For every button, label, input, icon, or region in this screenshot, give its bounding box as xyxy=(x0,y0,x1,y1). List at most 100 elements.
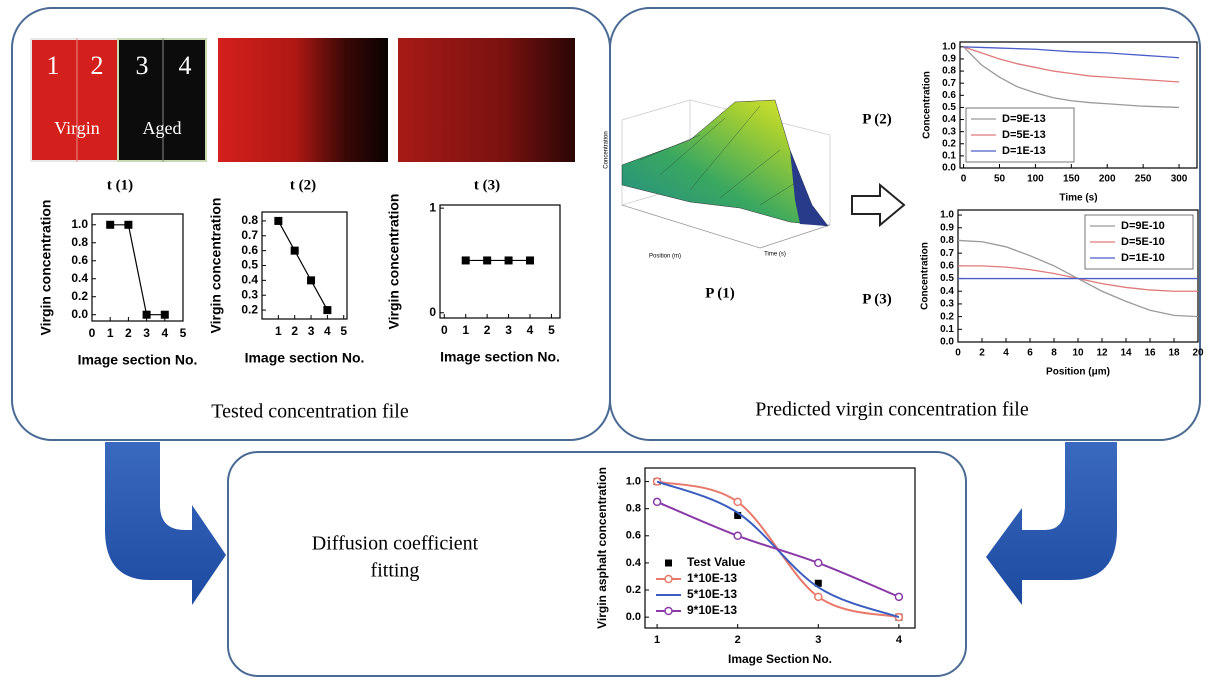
marker xyxy=(814,592,823,602)
marker xyxy=(652,497,662,507)
time-label: t (2) xyxy=(290,177,316,193)
x-axis-label: Image section No. xyxy=(440,349,560,365)
data-line xyxy=(963,46,1180,109)
y-tick-label: 0.0 xyxy=(626,611,641,623)
plot-frame xyxy=(439,204,561,319)
marker xyxy=(290,246,299,255)
region-label: Aged xyxy=(143,118,182,138)
x-tick-label: 14 xyxy=(1120,348,1132,359)
marker xyxy=(142,310,151,319)
y-tick-label: 0.4 xyxy=(626,557,642,569)
data-line xyxy=(963,46,1180,59)
y-axis-label: Virgin concentration xyxy=(38,200,54,336)
surface-axis-label: Position (m) xyxy=(649,254,681,260)
image-t3 xyxy=(398,38,575,162)
legend-label: D=5E-10 xyxy=(1121,236,1165,248)
marker xyxy=(106,220,115,229)
y-tick-label: 1.0 xyxy=(942,41,956,52)
y-tick-label: 0.1 xyxy=(942,151,956,162)
data-line xyxy=(110,224,165,316)
y-tick-label: 0.2 xyxy=(940,311,954,322)
data-line xyxy=(656,500,900,598)
plot-label: P (1) xyxy=(705,285,735,301)
legend-marker xyxy=(665,559,672,567)
y-tick-label: 0.4 xyxy=(241,273,258,287)
y-tick-label: 0.0 xyxy=(942,163,956,174)
legend-label: D=9E-13 xyxy=(1002,113,1046,125)
y-tick-label: 0.6 xyxy=(626,530,641,542)
y-tick-label: 0.9 xyxy=(940,222,954,233)
marker xyxy=(894,592,904,602)
x-tick-label: 2 xyxy=(735,634,741,646)
y-axis-label: Concentration xyxy=(920,242,931,310)
x-tick-label: 1 xyxy=(275,324,282,338)
y-tick-label: 0.6 xyxy=(241,243,258,257)
data-line xyxy=(277,220,328,311)
region-label: Virgin xyxy=(54,118,100,138)
legend-label: 5*10E-13 xyxy=(687,587,737,601)
caption: Predicted virgin concentration file xyxy=(755,399,1029,421)
y-axis-label: Virgin concentration xyxy=(386,194,402,330)
x-tick-label: 2 xyxy=(484,323,491,337)
image-t2 xyxy=(218,38,388,162)
legend-label: D=9E-10 xyxy=(1121,220,1165,232)
y-tick-label: 0.7 xyxy=(942,78,956,89)
y-tick-label: 0.0 xyxy=(71,307,88,321)
x-axis-label: Image section No. xyxy=(245,350,365,366)
marker xyxy=(274,216,283,225)
section-label: 3 xyxy=(136,51,149,80)
y-tick-label: 0.5 xyxy=(241,258,258,272)
panel-fitting xyxy=(227,451,967,677)
marker xyxy=(160,310,169,319)
x-tick-label: 300 xyxy=(1171,174,1188,185)
x-tick-label: 2 xyxy=(125,326,132,340)
x-tick-label: 8 xyxy=(1051,348,1057,359)
marker xyxy=(734,511,742,519)
x-tick-label: 50 xyxy=(994,174,1006,185)
y-tick-label: 0.8 xyxy=(241,213,258,227)
x-tick-label: 4 xyxy=(161,326,168,340)
data-line xyxy=(963,46,1180,83)
marker xyxy=(323,306,332,315)
y-axis-label: Virgin asphalt concentration xyxy=(595,467,609,629)
y-tick-label: 1.0 xyxy=(71,217,88,231)
x-tick-label: 4 xyxy=(324,324,331,338)
plot-label: P (3) xyxy=(862,291,892,307)
plot-frame xyxy=(644,467,916,629)
sample-image: 1 2 3 4 Virgin Aged xyxy=(30,38,207,162)
legend-label: D=1E-10 xyxy=(1121,252,1165,264)
hollow-arrow xyxy=(851,182,906,228)
marker xyxy=(733,531,742,541)
x-axis-label: Image Section No. xyxy=(728,652,832,666)
x-tick-label: 0 xyxy=(961,174,967,185)
plot-label: P (2) xyxy=(862,111,892,127)
legend-marker xyxy=(664,574,673,584)
y-tick-label: 0 xyxy=(429,305,436,319)
marker xyxy=(733,497,742,507)
y-tick-label: 0.6 xyxy=(942,90,956,101)
y-tick-label: 0.1 xyxy=(940,324,954,335)
y-tick-label: 0.4 xyxy=(940,286,954,297)
y-tick-label: 0.2 xyxy=(626,584,641,596)
time-label: t (3) xyxy=(474,177,500,193)
y-tick-label: 1 xyxy=(429,200,436,214)
y-tick-label: 0.4 xyxy=(71,271,88,285)
x-tick-label: 16 xyxy=(1144,348,1156,359)
section-label: 4 xyxy=(179,51,192,80)
x-tick-label: 4 xyxy=(527,323,534,337)
y-tick-label: 0.7 xyxy=(241,228,258,242)
x-tick-label: 3 xyxy=(143,326,150,340)
legend-marker xyxy=(664,606,673,616)
x-tick-label: 4 xyxy=(1003,348,1009,359)
arrow-right xyxy=(986,442,1117,605)
y-tick-label: 0.8 xyxy=(626,503,641,515)
x-tick-label: 0 xyxy=(89,326,96,340)
caption: Diffusion coefficient xyxy=(312,533,479,555)
x-tick-label: 5 xyxy=(548,323,555,337)
x-tick-label: 3 xyxy=(815,634,821,646)
legend-label: D=5E-13 xyxy=(1002,129,1046,141)
x-tick-label: 6 xyxy=(1027,348,1033,359)
x-tick-label: 4 xyxy=(896,634,903,646)
